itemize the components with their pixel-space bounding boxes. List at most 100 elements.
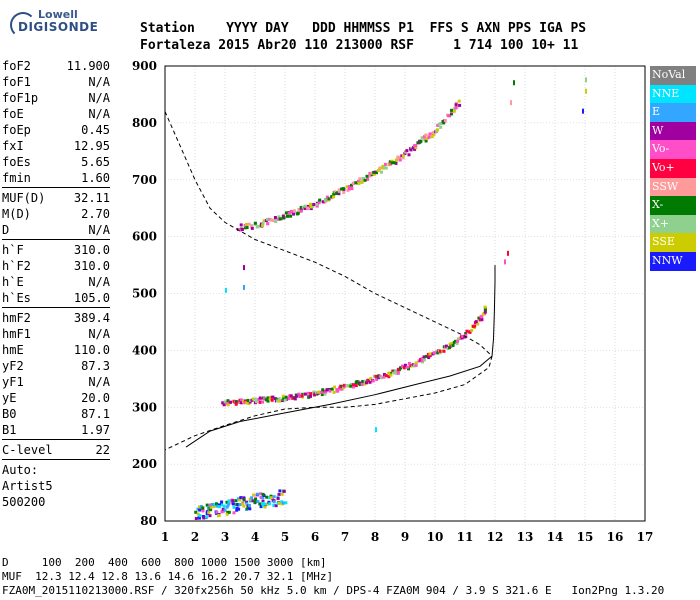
echo-point <box>215 510 219 514</box>
echo-point <box>341 187 345 191</box>
echo-point <box>273 216 277 219</box>
echo-point <box>253 397 257 401</box>
echo-point <box>450 342 454 345</box>
param-row-fof2: foF2 11.900 <box>2 58 110 74</box>
echo-point <box>380 376 384 380</box>
echo-point <box>464 333 468 337</box>
echo-point <box>444 344 448 348</box>
echo-point <box>377 376 381 380</box>
param-row-foes: foEs 5.65 <box>2 154 110 170</box>
echo-point <box>194 510 198 514</box>
echo-point <box>313 203 317 207</box>
param-row-yf2: yF2 87.3 <box>2 358 110 374</box>
param-name: h`F2 <box>2 259 31 273</box>
legend-item-noval: NoVal <box>650 66 696 85</box>
echo-point <box>365 174 369 178</box>
separator <box>2 439 110 440</box>
echo-point <box>288 395 292 399</box>
echo-point <box>225 500 229 504</box>
echo-point <box>198 514 202 518</box>
echo-point <box>254 498 258 501</box>
echo-point <box>352 383 355 387</box>
echo-point <box>450 108 454 112</box>
echo-point <box>582 108 584 114</box>
echo-point <box>360 383 364 386</box>
echo-point <box>375 171 378 175</box>
echo-point <box>375 377 379 381</box>
param-value: N/A <box>88 275 110 289</box>
echo-point <box>392 371 396 375</box>
echo-point <box>442 349 446 353</box>
echo-point <box>422 358 426 362</box>
logo-arc-icon <box>10 12 36 38</box>
echo-point <box>220 500 224 504</box>
echo-point <box>286 214 289 218</box>
auto-program: Artist5 <box>2 479 53 493</box>
echo-point <box>276 399 279 403</box>
echo-point <box>361 380 365 383</box>
echo-point <box>284 395 288 399</box>
echo-point <box>383 162 387 166</box>
echo-point <box>242 504 246 508</box>
echo-point <box>248 504 251 507</box>
echo-point <box>239 223 243 227</box>
param-row-hmf1: hmF1 N/A <box>2 326 110 342</box>
echo-point <box>198 508 202 512</box>
echo-point <box>477 316 481 320</box>
y-tick-label: 400 <box>132 343 157 357</box>
echo-point <box>385 374 388 378</box>
echo-point <box>388 160 392 164</box>
echo-point <box>323 198 327 202</box>
autoscaling-info: Auto: Artist5 500200 <box>2 462 110 510</box>
separator <box>2 187 110 188</box>
echo-point <box>478 318 482 322</box>
echo-point <box>390 159 394 163</box>
echo-point <box>335 388 339 392</box>
param-name: foF2 <box>2 59 31 73</box>
param-name: h`Es <box>2 291 31 305</box>
param-value: 5.65 <box>81 155 110 169</box>
echo-point <box>315 203 319 206</box>
echo-point <box>225 287 227 293</box>
y-tick-label: 200 <box>132 457 157 471</box>
echo-point <box>216 504 220 508</box>
legend-item-nnw: NNW <box>650 251 696 271</box>
echo-point <box>303 204 307 208</box>
param-value: 110.0 <box>73 343 110 357</box>
echo-traces <box>194 77 587 520</box>
echo-point <box>272 495 276 499</box>
echo-point <box>243 284 245 290</box>
echo-point <box>226 403 230 407</box>
echo-point <box>387 375 391 379</box>
echo-point <box>253 501 257 505</box>
echo-point <box>243 226 247 230</box>
echo-point <box>425 137 429 141</box>
echo-point <box>259 492 263 496</box>
echo-point <box>265 217 269 221</box>
param-row-hf2: h`F2 310.0 <box>2 258 110 274</box>
echo-point <box>196 512 200 516</box>
param-row-foep: foEp 0.45 <box>2 122 110 138</box>
echo-point <box>205 515 209 519</box>
param-row-mufd: MUF(D) 32.11 <box>2 190 110 206</box>
y-tick-label: 900 <box>132 59 157 73</box>
echo-point <box>483 305 487 309</box>
echo-point <box>396 369 400 373</box>
station-header: Station YYYY DAY DDD HHMMSS P1 FFS S AXN… <box>140 20 586 54</box>
echo-point <box>358 177 362 181</box>
echo-point <box>315 204 319 208</box>
echo-point <box>321 390 325 394</box>
echo-point <box>394 371 398 375</box>
echo-point <box>261 504 265 508</box>
echo-point <box>321 200 325 204</box>
echo-point <box>222 403 226 407</box>
echo-point <box>209 508 213 512</box>
echo-point <box>220 510 224 514</box>
echo-point <box>442 121 446 125</box>
x-tick-label: 15 <box>577 530 594 544</box>
param-row-ye: yE 20.0 <box>2 390 110 406</box>
echo-point <box>374 374 378 378</box>
param-value: 20.0 <box>81 391 110 405</box>
param-value: 105.0 <box>73 291 110 305</box>
echo-point <box>424 139 428 143</box>
